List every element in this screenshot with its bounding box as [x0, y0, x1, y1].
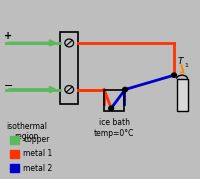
Bar	[10, 136, 19, 144]
Text: +: +	[4, 31, 12, 41]
Circle shape	[109, 106, 114, 110]
Circle shape	[123, 87, 128, 92]
Text: copper: copper	[23, 135, 50, 144]
Text: T: T	[178, 57, 184, 66]
Circle shape	[172, 73, 176, 77]
Text: metal 2: metal 2	[23, 164, 53, 173]
Circle shape	[65, 39, 74, 47]
Bar	[60, 32, 78, 104]
Bar	[10, 164, 19, 172]
Bar	[10, 150, 19, 158]
Circle shape	[65, 86, 74, 93]
Bar	[104, 90, 124, 111]
Bar	[177, 79, 188, 111]
Text: −: −	[4, 81, 14, 91]
Text: metal 1: metal 1	[23, 149, 53, 158]
Text: ice bath
temp=0°C: ice bath temp=0°C	[94, 118, 134, 137]
Text: isothermal
region: isothermal region	[6, 122, 47, 141]
Text: 1: 1	[184, 63, 188, 68]
